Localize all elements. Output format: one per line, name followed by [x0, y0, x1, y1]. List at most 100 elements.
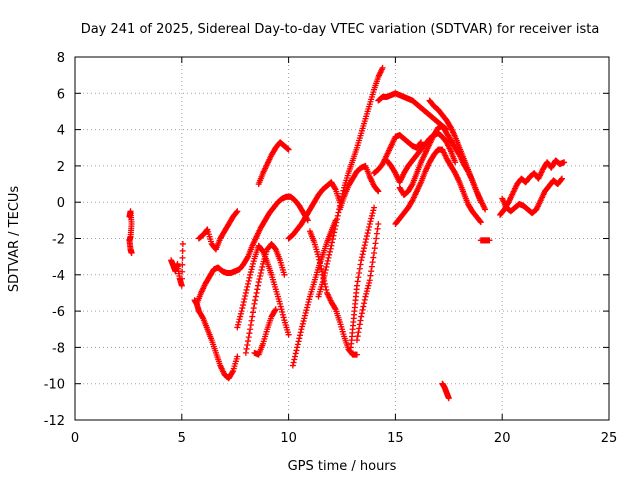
- data-point-interp: [356, 325, 363, 332]
- data-point-interp: [365, 227, 372, 234]
- y-axis-label: SDTVAR / TECUs: [7, 186, 22, 293]
- data-point-interp: [294, 341, 301, 348]
- data-point-interp: [318, 265, 325, 272]
- data-point-interp: [368, 263, 375, 270]
- data-point-interp: [331, 185, 338, 192]
- y-tick-label: 8: [57, 51, 65, 66]
- data-points: [126, 64, 568, 402]
- data-point-interp: [245, 280, 252, 287]
- data-point-interp: [370, 254, 377, 261]
- data-point-interp: [368, 215, 375, 222]
- data-point: [298, 326, 305, 333]
- data-point-interp: [237, 313, 244, 320]
- data-point: [482, 206, 489, 213]
- data-point-interp: [245, 338, 252, 345]
- data-point: [486, 237, 493, 244]
- y-tick-label: -8: [52, 341, 65, 356]
- data-point-interp: [361, 242, 368, 249]
- data-point-interp: [296, 332, 303, 339]
- series-arc-23: [439, 380, 452, 402]
- data-point-interp: [296, 335, 303, 342]
- data-point-interp: [326, 251, 333, 258]
- data-point-interp: [360, 303, 367, 310]
- data-point-interp: [357, 261, 364, 268]
- data-point-interp: [254, 282, 261, 289]
- data-point: [272, 306, 279, 313]
- data-point-interp: [247, 269, 254, 276]
- series-arc-18: [371, 132, 425, 177]
- series-arc-24: [477, 237, 493, 244]
- data-point-interp: [363, 288, 370, 295]
- data-point-interp: [254, 286, 261, 293]
- data-point-interp: [257, 273, 264, 280]
- series-arc-1: [126, 208, 135, 257]
- data-point-interp: [243, 286, 250, 293]
- data-point-interp: [250, 260, 256, 267]
- data-point-interp: [249, 313, 256, 320]
- data-point-interp: [319, 268, 326, 275]
- data-point-interp: [244, 283, 251, 290]
- data-point-interp: [356, 265, 363, 272]
- series-arc-17: [375, 90, 450, 133]
- data-point-interp: [359, 251, 366, 258]
- data-point: [362, 293, 369, 300]
- data-point-interp: [331, 229, 338, 236]
- data-point-interp: [252, 293, 259, 300]
- data-point-interp: [321, 269, 328, 276]
- data-point-interp: [246, 330, 253, 337]
- data-point-interp: [250, 258, 257, 265]
- data-point-interp: [320, 276, 327, 283]
- data-point-interp: [236, 316, 243, 323]
- y-tick-label: -10: [44, 378, 65, 393]
- series-arc-8: [242, 240, 288, 356]
- data-point-interp: [248, 317, 255, 324]
- data-point-interp: [279, 311, 286, 318]
- data-point-interp: [364, 230, 371, 237]
- data-point: [128, 250, 135, 257]
- data-point: [371, 204, 378, 211]
- data-point-interp: [229, 369, 236, 376]
- series-arc-9: [251, 306, 279, 358]
- data-point-interp: [321, 273, 328, 280]
- data-point-interp: [323, 286, 330, 293]
- data-point-interp: [299, 320, 306, 327]
- data-point: [418, 139, 425, 146]
- chart-title: Day 241 of 2025, Sidereal Day-to-day VTE…: [81, 22, 600, 37]
- data-point: [234, 208, 241, 215]
- series-arc-12: [285, 179, 343, 242]
- data-point-interp: [179, 261, 186, 268]
- y-tick-label: 2: [57, 160, 65, 175]
- data-point: [324, 260, 331, 267]
- y-tick-label: 6: [57, 87, 65, 102]
- data-point-interp: [299, 323, 306, 330]
- data-point-interp: [278, 306, 285, 313]
- data-point-interp: [258, 266, 265, 273]
- data-point-interp: [417, 140, 424, 147]
- data-point-interp: [245, 277, 252, 284]
- data-point: [247, 271, 254, 278]
- data-point-interp: [361, 245, 368, 252]
- data-point-interp: [324, 257, 331, 264]
- data-point: [255, 279, 262, 286]
- data-point-interp: [233, 209, 240, 216]
- data-point: [315, 253, 322, 260]
- data-point-interp: [355, 274, 362, 281]
- y-tick-label: -12: [44, 414, 65, 429]
- data-point-interp: [367, 272, 374, 279]
- data-point: [285, 146, 292, 153]
- data-point-interp: [359, 306, 366, 313]
- data-point-interp: [297, 329, 304, 336]
- data-point-interp: [249, 263, 256, 270]
- data-point-interp: [363, 290, 370, 297]
- data-point: [362, 239, 369, 246]
- data-point-interp: [316, 256, 323, 263]
- data-point: [242, 289, 249, 296]
- data-point-interp: [256, 276, 263, 283]
- data-point: [319, 279, 326, 286]
- series-arc-22: [426, 97, 489, 213]
- data-point-interp: [250, 309, 256, 316]
- data-point-interp: [317, 262, 324, 269]
- data-point-interp: [558, 176, 565, 183]
- data-point: [234, 324, 241, 331]
- series-arc-7: [255, 139, 292, 188]
